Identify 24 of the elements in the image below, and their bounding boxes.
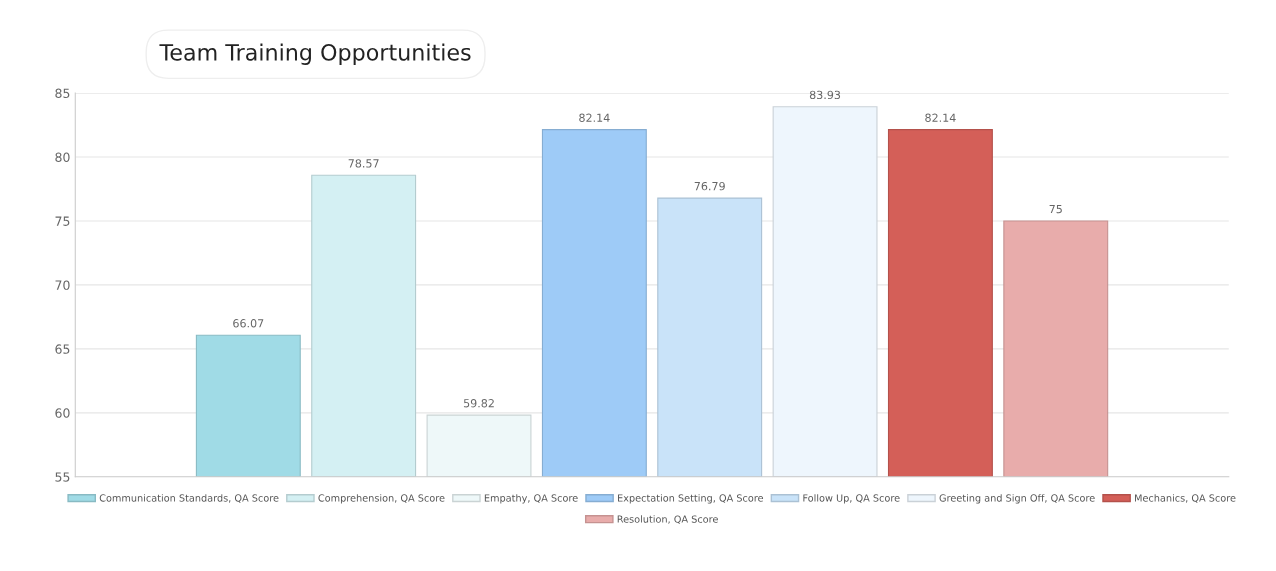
legend-label: Comprehension, QA Score xyxy=(318,494,445,504)
y-tick-label: 70 xyxy=(55,280,70,290)
legend-label: Greeting and Sign Off, QA Score xyxy=(939,494,1095,504)
legend-label: Resolution, QA Score xyxy=(617,515,718,524)
data-label: 78.57 xyxy=(348,159,379,168)
legend-label: Expectation Setting, QA Score xyxy=(618,494,764,504)
data-label: 82.14 xyxy=(579,113,610,122)
legend-label: Empathy, QA Score xyxy=(484,494,578,504)
data-label: 75 xyxy=(1049,205,1062,214)
y-tick-label: 65 xyxy=(55,344,70,354)
data-label: 83.93 xyxy=(809,90,841,100)
data-label: 59.82 xyxy=(463,399,494,408)
data-label: 76.79 xyxy=(694,181,725,191)
data-label: 66.07 xyxy=(233,319,264,328)
y-tick-label: 75 xyxy=(55,216,70,226)
chart-title: Team Training Opportunities xyxy=(159,43,471,65)
legend-label: Communication Standards, QA Score xyxy=(99,494,279,503)
legend-label: Mechanics, QA Score xyxy=(1135,494,1236,503)
y-tick-label: 85 xyxy=(55,88,70,98)
legend-label: Follow Up, QA Score xyxy=(803,494,900,504)
y-tick-label: 80 xyxy=(55,152,70,162)
y-tick-label: 55 xyxy=(55,472,70,482)
data-label: 82.14 xyxy=(925,113,956,122)
y-tick-label: 60 xyxy=(55,408,70,418)
